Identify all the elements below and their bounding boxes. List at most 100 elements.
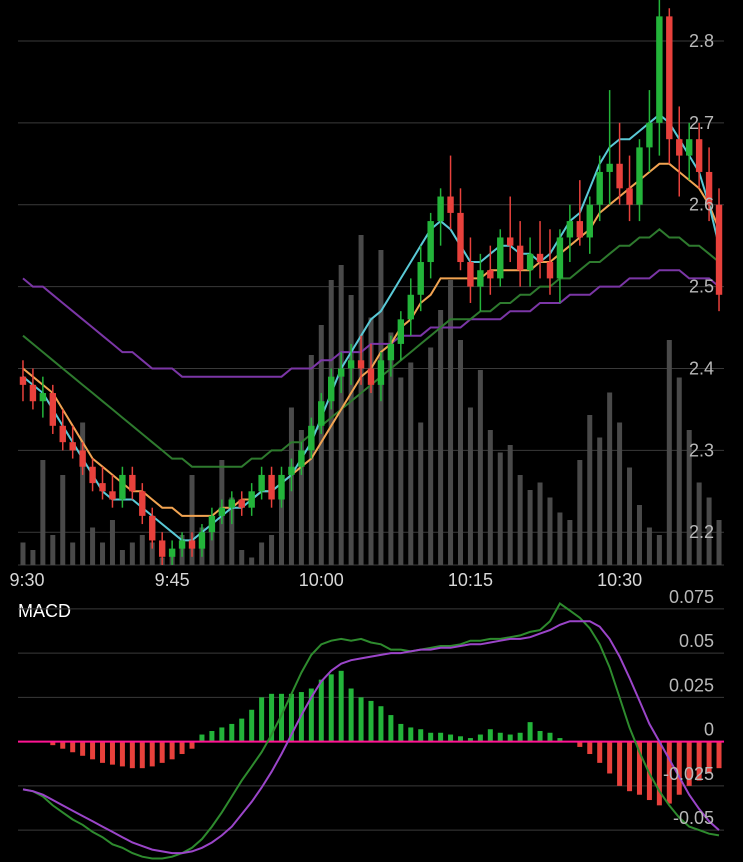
candle-body (248, 491, 255, 508)
time-tick-label: 9:30 (9, 570, 44, 590)
macd-histogram-bar (418, 729, 424, 742)
time-axis-labels: 9:30 9:45 10:00 10:15 10:30 (9, 570, 642, 590)
macd-histogram-bar (388, 715, 394, 742)
volume-bar (607, 392, 613, 565)
volume-bar (269, 535, 275, 565)
candle-body (268, 474, 275, 500)
candle-body (596, 171, 603, 205)
macd-lines (22, 602, 720, 860)
macd-tick-label: 0.075 (669, 587, 714, 607)
price-tick-label: 2.7 (689, 113, 714, 133)
candle-body (109, 491, 116, 500)
volume-bar (428, 347, 434, 565)
candle-body (546, 262, 554, 279)
volume-bar (527, 490, 533, 565)
macd-histogram-bar (656, 741, 662, 806)
candle-body (19, 376, 27, 385)
volume-bar (597, 437, 603, 565)
price-tick-label: 2.2 (689, 522, 714, 542)
macd-histogram-bar (60, 741, 66, 749)
candle-body (158, 540, 166, 557)
candle-body (347, 360, 355, 369)
macd-histogram-bar (686, 741, 692, 786)
macd-histogram-bar (527, 722, 533, 742)
macd-histogram-bar (378, 706, 384, 742)
volume-bar (259, 542, 265, 565)
macd-histogram-bar (487, 729, 493, 742)
candle-body (477, 270, 484, 287)
volume-bar (577, 460, 583, 565)
macd-histogram-bar (607, 741, 613, 774)
macd-line (22, 602, 720, 860)
macd-histogram-bar (199, 734, 205, 742)
candle-body (646, 122, 653, 148)
macd-tick-label: 0.05 (679, 631, 714, 651)
macd-histogram-bar (159, 741, 165, 763)
candle-body (437, 196, 444, 222)
macd-histogram-bar (617, 741, 623, 786)
candle-body (298, 450, 305, 467)
macd-histogram-bar (288, 693, 294, 742)
macd-histogram-bar (398, 723, 404, 742)
candle-body (198, 532, 206, 549)
candlesticks (19, 0, 723, 565)
time-tick-label: 9:45 (155, 570, 190, 590)
candle-body (139, 491, 146, 516)
volume-bar (358, 235, 364, 565)
volume-bar (537, 482, 543, 565)
volume-bar (716, 520, 722, 565)
candle-body (258, 474, 265, 492)
volume-bar (448, 280, 454, 565)
macd-grid (18, 608, 724, 831)
macd-histogram-bar (477, 734, 483, 742)
macd-histogram-bar (119, 741, 125, 767)
volume-bar (388, 332, 394, 565)
candle-body (328, 376, 335, 402)
candle-body (427, 221, 434, 263)
candle-body (119, 474, 126, 500)
volume-bar (487, 430, 493, 565)
volume-bar (298, 430, 304, 565)
volume-bar (80, 422, 86, 565)
volume-bar (20, 542, 26, 565)
time-tick-label: 10:30 (597, 570, 642, 590)
volume-bar (507, 445, 513, 565)
macd-histogram-bar (328, 674, 334, 742)
macd-histogram-bar (497, 732, 503, 742)
macd-histogram-bar (557, 738, 563, 742)
candle-body (29, 384, 37, 402)
macd-histogram (18, 670, 724, 806)
volume-bar (567, 520, 573, 565)
volume-bar (617, 422, 623, 565)
candle-body (208, 515, 216, 533)
volume-bar (477, 370, 483, 565)
macd-histogram-bar (219, 727, 225, 742)
macd-histogram-bar (646, 741, 652, 801)
macd-histogram-bar (100, 741, 106, 763)
volume-bar (60, 475, 66, 565)
candle-body (606, 163, 613, 172)
candle-body (129, 474, 136, 492)
candle-body (308, 425, 315, 451)
volume-bar (109, 520, 115, 565)
volume-bars (20, 235, 722, 565)
candle-body (695, 139, 703, 172)
macd-histogram-bar (318, 679, 324, 742)
candle-body (715, 204, 723, 295)
candle-body (238, 499, 245, 508)
candle-body (49, 393, 57, 426)
candle-body (168, 548, 176, 557)
candle-body (99, 483, 106, 492)
candle-body (59, 425, 66, 443)
macd-histogram-bar (696, 741, 702, 781)
volume-bar (338, 265, 344, 565)
volume-bar (408, 362, 414, 565)
macd-histogram-bar (239, 718, 245, 742)
candle-body (218, 507, 226, 516)
volume-bar (418, 422, 424, 565)
candle-body (497, 237, 504, 279)
macd-histogram-bar (189, 741, 195, 749)
macd-histogram-bar (129, 741, 135, 769)
